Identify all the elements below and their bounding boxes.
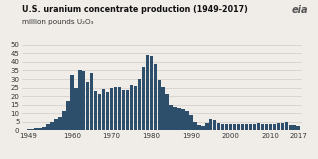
Bar <box>217 123 220 130</box>
Bar <box>213 121 217 130</box>
Bar <box>165 94 169 130</box>
Bar <box>162 87 165 130</box>
Bar <box>90 73 93 130</box>
Bar <box>229 124 232 130</box>
Bar <box>58 117 62 130</box>
Bar <box>265 124 268 130</box>
Bar <box>269 124 272 130</box>
Bar <box>122 90 125 130</box>
Bar <box>189 115 193 130</box>
Bar <box>288 125 292 130</box>
Bar <box>221 124 225 130</box>
Bar <box>201 126 204 130</box>
Bar <box>293 125 296 130</box>
Bar <box>146 55 149 130</box>
Bar <box>42 127 46 130</box>
Bar <box>130 85 133 130</box>
Bar <box>257 123 260 130</box>
Bar <box>173 107 177 130</box>
Bar <box>177 108 181 130</box>
Bar <box>138 79 141 130</box>
Bar <box>241 124 244 130</box>
Bar <box>154 64 157 130</box>
Bar <box>78 70 81 130</box>
Text: eia: eia <box>292 5 308 15</box>
Bar <box>245 124 248 130</box>
Bar <box>277 123 280 130</box>
Bar <box>185 111 189 130</box>
Bar <box>205 123 209 130</box>
Bar <box>98 93 101 130</box>
Bar <box>34 128 38 130</box>
Bar <box>86 82 89 130</box>
Bar <box>253 124 256 130</box>
Bar <box>46 124 50 130</box>
Bar <box>31 129 34 130</box>
Bar <box>181 109 185 130</box>
Bar <box>237 124 240 130</box>
Bar <box>66 101 70 130</box>
Bar <box>273 124 276 130</box>
Bar <box>296 126 300 130</box>
Bar <box>261 124 264 130</box>
Bar <box>249 124 252 130</box>
Bar <box>26 129 30 130</box>
Bar <box>102 89 105 130</box>
Text: U.S. uranium concentrate production (1949-2017): U.S. uranium concentrate production (194… <box>22 5 248 14</box>
Bar <box>142 67 145 130</box>
Bar <box>94 91 97 130</box>
Bar <box>62 111 66 130</box>
Bar <box>134 86 137 130</box>
Bar <box>280 123 284 130</box>
Bar <box>197 125 201 130</box>
Bar <box>110 88 113 130</box>
Text: million pounds U₂O₃: million pounds U₂O₃ <box>22 19 94 25</box>
Bar <box>233 124 236 130</box>
Bar <box>225 124 228 130</box>
Bar <box>38 128 42 130</box>
Bar <box>193 122 197 130</box>
Bar <box>70 75 73 130</box>
Bar <box>74 88 78 130</box>
Bar <box>285 122 288 130</box>
Bar <box>157 80 161 130</box>
Bar <box>82 71 86 130</box>
Bar <box>54 119 58 130</box>
Bar <box>50 122 54 130</box>
Bar <box>118 87 121 130</box>
Bar <box>209 119 212 130</box>
Bar <box>106 92 109 130</box>
Bar <box>126 90 129 130</box>
Bar <box>114 87 117 130</box>
Bar <box>169 105 173 130</box>
Bar <box>149 55 153 130</box>
